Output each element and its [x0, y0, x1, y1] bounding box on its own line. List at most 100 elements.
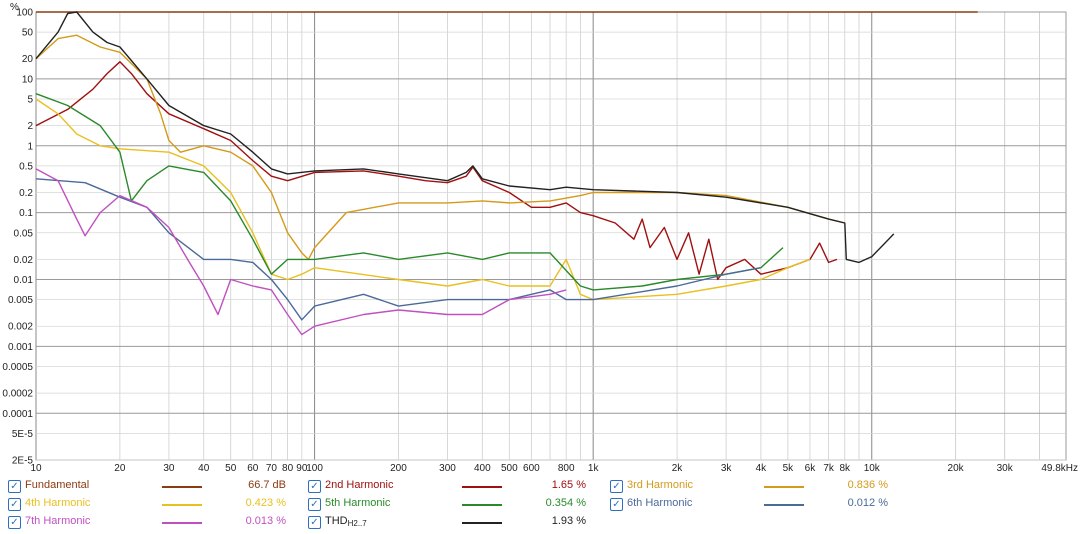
y-tick-label: 20	[22, 54, 34, 65]
x-tick-label: 49.8kHz	[1041, 463, 1078, 474]
y-tick-label: 0.1	[19, 208, 33, 219]
x-tick-label: 7k	[823, 463, 835, 474]
x-tick-label: 40	[198, 463, 210, 474]
x-tick-label: 3k	[721, 463, 733, 474]
y-tick-label: 1	[27, 141, 33, 152]
y-tick-label: 0.002	[8, 322, 33, 333]
legend-swatch	[462, 522, 502, 524]
legend-swatch	[162, 504, 202, 506]
y-tick-label: 0.001	[8, 342, 33, 353]
x-tick-label: 100	[306, 463, 323, 474]
legend-swatch	[162, 522, 202, 524]
legend-checkbox[interactable]: ✓	[8, 498, 21, 511]
y-axis-label: %	[10, 2, 19, 13]
y-tick-label: 0.2	[19, 188, 33, 199]
legend-label: 4th Harmonic	[25, 497, 91, 509]
series-line-7th-harmonic	[35, 168, 567, 336]
x-tick-label: 20	[114, 463, 126, 474]
legend-checkbox[interactable]: ✓	[8, 480, 21, 493]
x-tick-label: 6k	[805, 463, 817, 474]
legend-value: 0.012 %	[847, 497, 888, 509]
legend-checkbox[interactable]: ✓	[610, 498, 623, 511]
y-tick-label: 0.01	[14, 275, 34, 286]
legend-label-subscript: H2..7	[347, 519, 367, 528]
series-line-5th-harmonic	[35, 93, 784, 291]
x-tick-label: 200	[390, 463, 407, 474]
legend-swatch	[764, 504, 804, 506]
legend-checkbox[interactable]: ✓	[8, 516, 21, 529]
series-line-thd	[35, 11, 895, 264]
chart-ticks: 100 50 20 10 5 2 1 0.5 0.2 0.1 0.05 0.02 0.01 0.005 0.…	[2, 8, 1078, 475]
legend-label: Fundamental	[25, 479, 90, 491]
x-tick-label: 30k	[997, 463, 1014, 474]
y-tick-label: 0.02	[14, 255, 34, 266]
legend-item-2nd-harmonic[interactable]: ✓ 2nd Harmonic 1.65 %	[308, 479, 598, 495]
legend-item-fundamental[interactable]: ✓ Fundamental 66.7 dB	[8, 479, 298, 495]
x-tick-label: 300	[439, 463, 456, 474]
x-tick-label: 4k	[756, 463, 768, 474]
chart-grid	[35, 11, 1067, 461]
legend-label: 7th Harmonic	[25, 515, 91, 527]
series-line-6th-harmonic	[35, 178, 762, 321]
x-tick-label: 30	[163, 463, 175, 474]
distortion-chart: 100 50 20 10 5 2 1 0.5 0.2 0.1 0.05 0.02 0.01 0.005 0.…	[2, 2, 1078, 475]
legend-label: 6th Harmonic	[627, 497, 693, 509]
plot-area	[35, 11, 1067, 461]
legend-value: 0.836 %	[847, 479, 888, 491]
x-tick-label: 800	[558, 463, 575, 474]
x-tick-label: 10	[30, 463, 42, 474]
legend-item-5th-harmonic[interactable]: ✓ 5th Harmonic 0.354 %	[308, 497, 598, 513]
x-tick-label: 2k	[672, 463, 684, 474]
legend-item-4th-harmonic[interactable]: ✓ 4th Harmonic 0.423 %	[8, 497, 298, 513]
legend-label: 3rd Harmonic	[627, 479, 694, 491]
x-tick-label: 5k	[783, 463, 795, 474]
x-tick-label: 8k	[839, 463, 851, 474]
chart-series	[35, 11, 978, 336]
y-tick-label: 0.0002	[2, 389, 33, 400]
y-tick-label: 5	[27, 95, 33, 106]
legend-item-thd[interactable]: ✓ THDH2..7 1.93 %	[308, 515, 598, 531]
legend-value: 0.013 %	[245, 515, 286, 527]
y-tick-label: 0.5	[19, 161, 33, 172]
legend-label: 2nd Harmonic	[325, 479, 394, 491]
x-tick-label: 90	[296, 463, 308, 474]
legend-checkbox[interactable]: ✓	[308, 498, 321, 511]
legend-swatch	[462, 486, 502, 488]
y-tick-label: 0.005	[8, 295, 33, 306]
x-tick-label: 400	[474, 463, 491, 474]
y-tick-label: 2E-5	[12, 456, 34, 467]
legend-label: 5th Harmonic	[325, 497, 391, 509]
legend-item-7th-harmonic[interactable]: ✓ 7th Harmonic 0.013 %	[8, 515, 298, 531]
legend-label: THDH2..7	[325, 515, 367, 528]
legend-swatch	[764, 486, 804, 488]
legend-checkbox[interactable]: ✓	[610, 480, 623, 493]
y-tick-label: 10	[22, 74, 34, 85]
series-line-4th-harmonic	[35, 98, 811, 301]
x-tick-label: 70	[266, 463, 278, 474]
x-tick-label: 60	[247, 463, 259, 474]
legend-checkbox[interactable]: ✓	[308, 480, 321, 493]
y-tick-label: 100	[16, 8, 33, 19]
x-tick-label: 10k	[864, 463, 881, 474]
series-line-2nd-harmonic	[35, 61, 838, 281]
chart-legend: ✓ Fundamental 66.7 dB ✓ 2nd Harmonic 1.65 % ✓ 3…	[0, 476, 1080, 534]
x-tick-label: 50	[225, 463, 237, 474]
x-tick-label: 600	[523, 463, 540, 474]
legend-swatch	[162, 486, 202, 488]
legend-value: 1.65 %	[551, 479, 586, 491]
y-tick-label: 5E-5	[12, 429, 34, 440]
legend-value: 1.93 %	[551, 515, 586, 527]
legend-swatch	[462, 504, 502, 506]
x-tick-label: 1k	[588, 463, 600, 474]
legend-item-3rd-harmonic[interactable]: ✓ 3rd Harmonic 0.836 %	[610, 479, 900, 495]
legend-value: 66.7 dB	[248, 479, 286, 491]
legend-value: 0.423 %	[245, 497, 286, 509]
legend-item-6th-harmonic[interactable]: ✓ 6th Harmonic 0.012 %	[610, 497, 900, 513]
legend-value: 0.354 %	[545, 497, 586, 509]
legend-checkbox[interactable]: ✓	[308, 516, 321, 529]
x-tick-label: 80	[282, 463, 294, 474]
y-tick-label: 0.05	[14, 228, 34, 239]
x-tick-label: 500	[501, 463, 518, 474]
y-tick-label: 0.0005	[2, 362, 33, 373]
y-tick-label: 2	[27, 121, 33, 132]
